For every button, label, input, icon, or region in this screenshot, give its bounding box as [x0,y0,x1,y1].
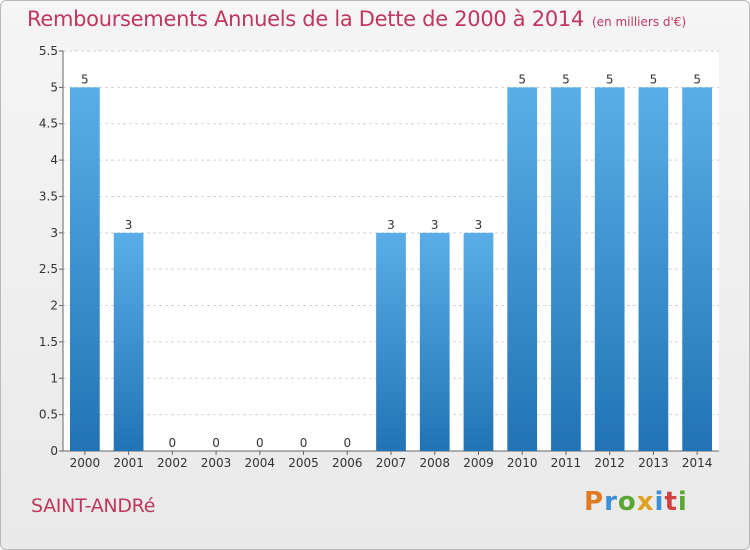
data-label: 5 [562,72,570,86]
logo-letter: o [617,487,637,517]
y-tick-label: 3 [50,226,58,240]
place-name: SAINT-ANDRé [31,495,156,517]
x-tick-label: 2003 [201,456,232,470]
bar [69,87,100,451]
chart-title: Remboursements Annuels de la Dette de 20… [27,7,686,31]
data-label: 0 [300,436,308,450]
bar [638,87,669,451]
bar [594,87,625,451]
data-label: 3 [431,218,439,232]
data-label: 0 [256,436,264,450]
y-tick-label: 0.5 [39,408,58,422]
x-tick-label: 2008 [419,456,450,470]
logo-letter: i [654,487,665,517]
bar [419,232,450,451]
x-tick-label: 2013 [638,456,669,470]
data-label: 3 [387,218,395,232]
bar [463,232,494,451]
y-tick-label: 2 [50,299,58,313]
data-label: 5 [81,72,89,86]
y-tick-label: 5.5 [39,44,58,58]
logo-letter: P [584,487,605,517]
y-tick-label: 3.5 [39,189,58,203]
data-label: 3 [475,218,483,232]
x-tick-label: 2001 [113,456,144,470]
data-label: 3 [125,218,133,232]
bar [113,232,144,451]
x-tick-label: 2000 [70,456,101,470]
y-tick-label: 0 [50,444,58,458]
y-tick-label: 2.5 [39,262,58,276]
data-label: 0 [169,436,177,450]
y-tick-label: 5 [50,80,58,94]
x-tick-label: 2007 [376,456,407,470]
data-label: 5 [518,72,526,86]
x-tick-label: 2010 [507,456,538,470]
data-label: 0 [343,436,351,450]
y-tick-label: 1.5 [39,335,58,349]
chart-subtitle: (en milliers d'€) [592,15,687,29]
data-label: 5 [606,72,614,86]
x-tick-label: 2011 [551,456,582,470]
x-tick-label: 2006 [332,456,363,470]
logo-letter: i [677,487,688,517]
x-tick-label: 2014 [682,456,713,470]
y-tick-label: 4 [50,153,58,167]
x-tick-label: 2012 [594,456,625,470]
x-tick-label: 2009 [463,456,494,470]
bar [551,87,581,451]
data-label: 0 [212,436,220,450]
bar [376,232,406,451]
proxiti-logo: Proxiti [584,487,688,517]
chart-title-text: Remboursements Annuels de la Dette de 20… [27,7,584,31]
x-tick-label: 2002 [157,456,188,470]
y-tick-label: 1 [50,371,58,385]
bar [682,87,713,451]
data-label: 5 [650,72,658,86]
data-label: 5 [693,72,701,86]
logo-letter: r [604,487,618,517]
bar [507,87,538,451]
y-tick-label: 4.5 [39,117,58,131]
logo-letter: x [636,487,655,517]
logo-letter: t [664,487,678,517]
x-tick-label: 2005 [288,456,319,470]
x-tick-label: 2004 [245,456,276,470]
